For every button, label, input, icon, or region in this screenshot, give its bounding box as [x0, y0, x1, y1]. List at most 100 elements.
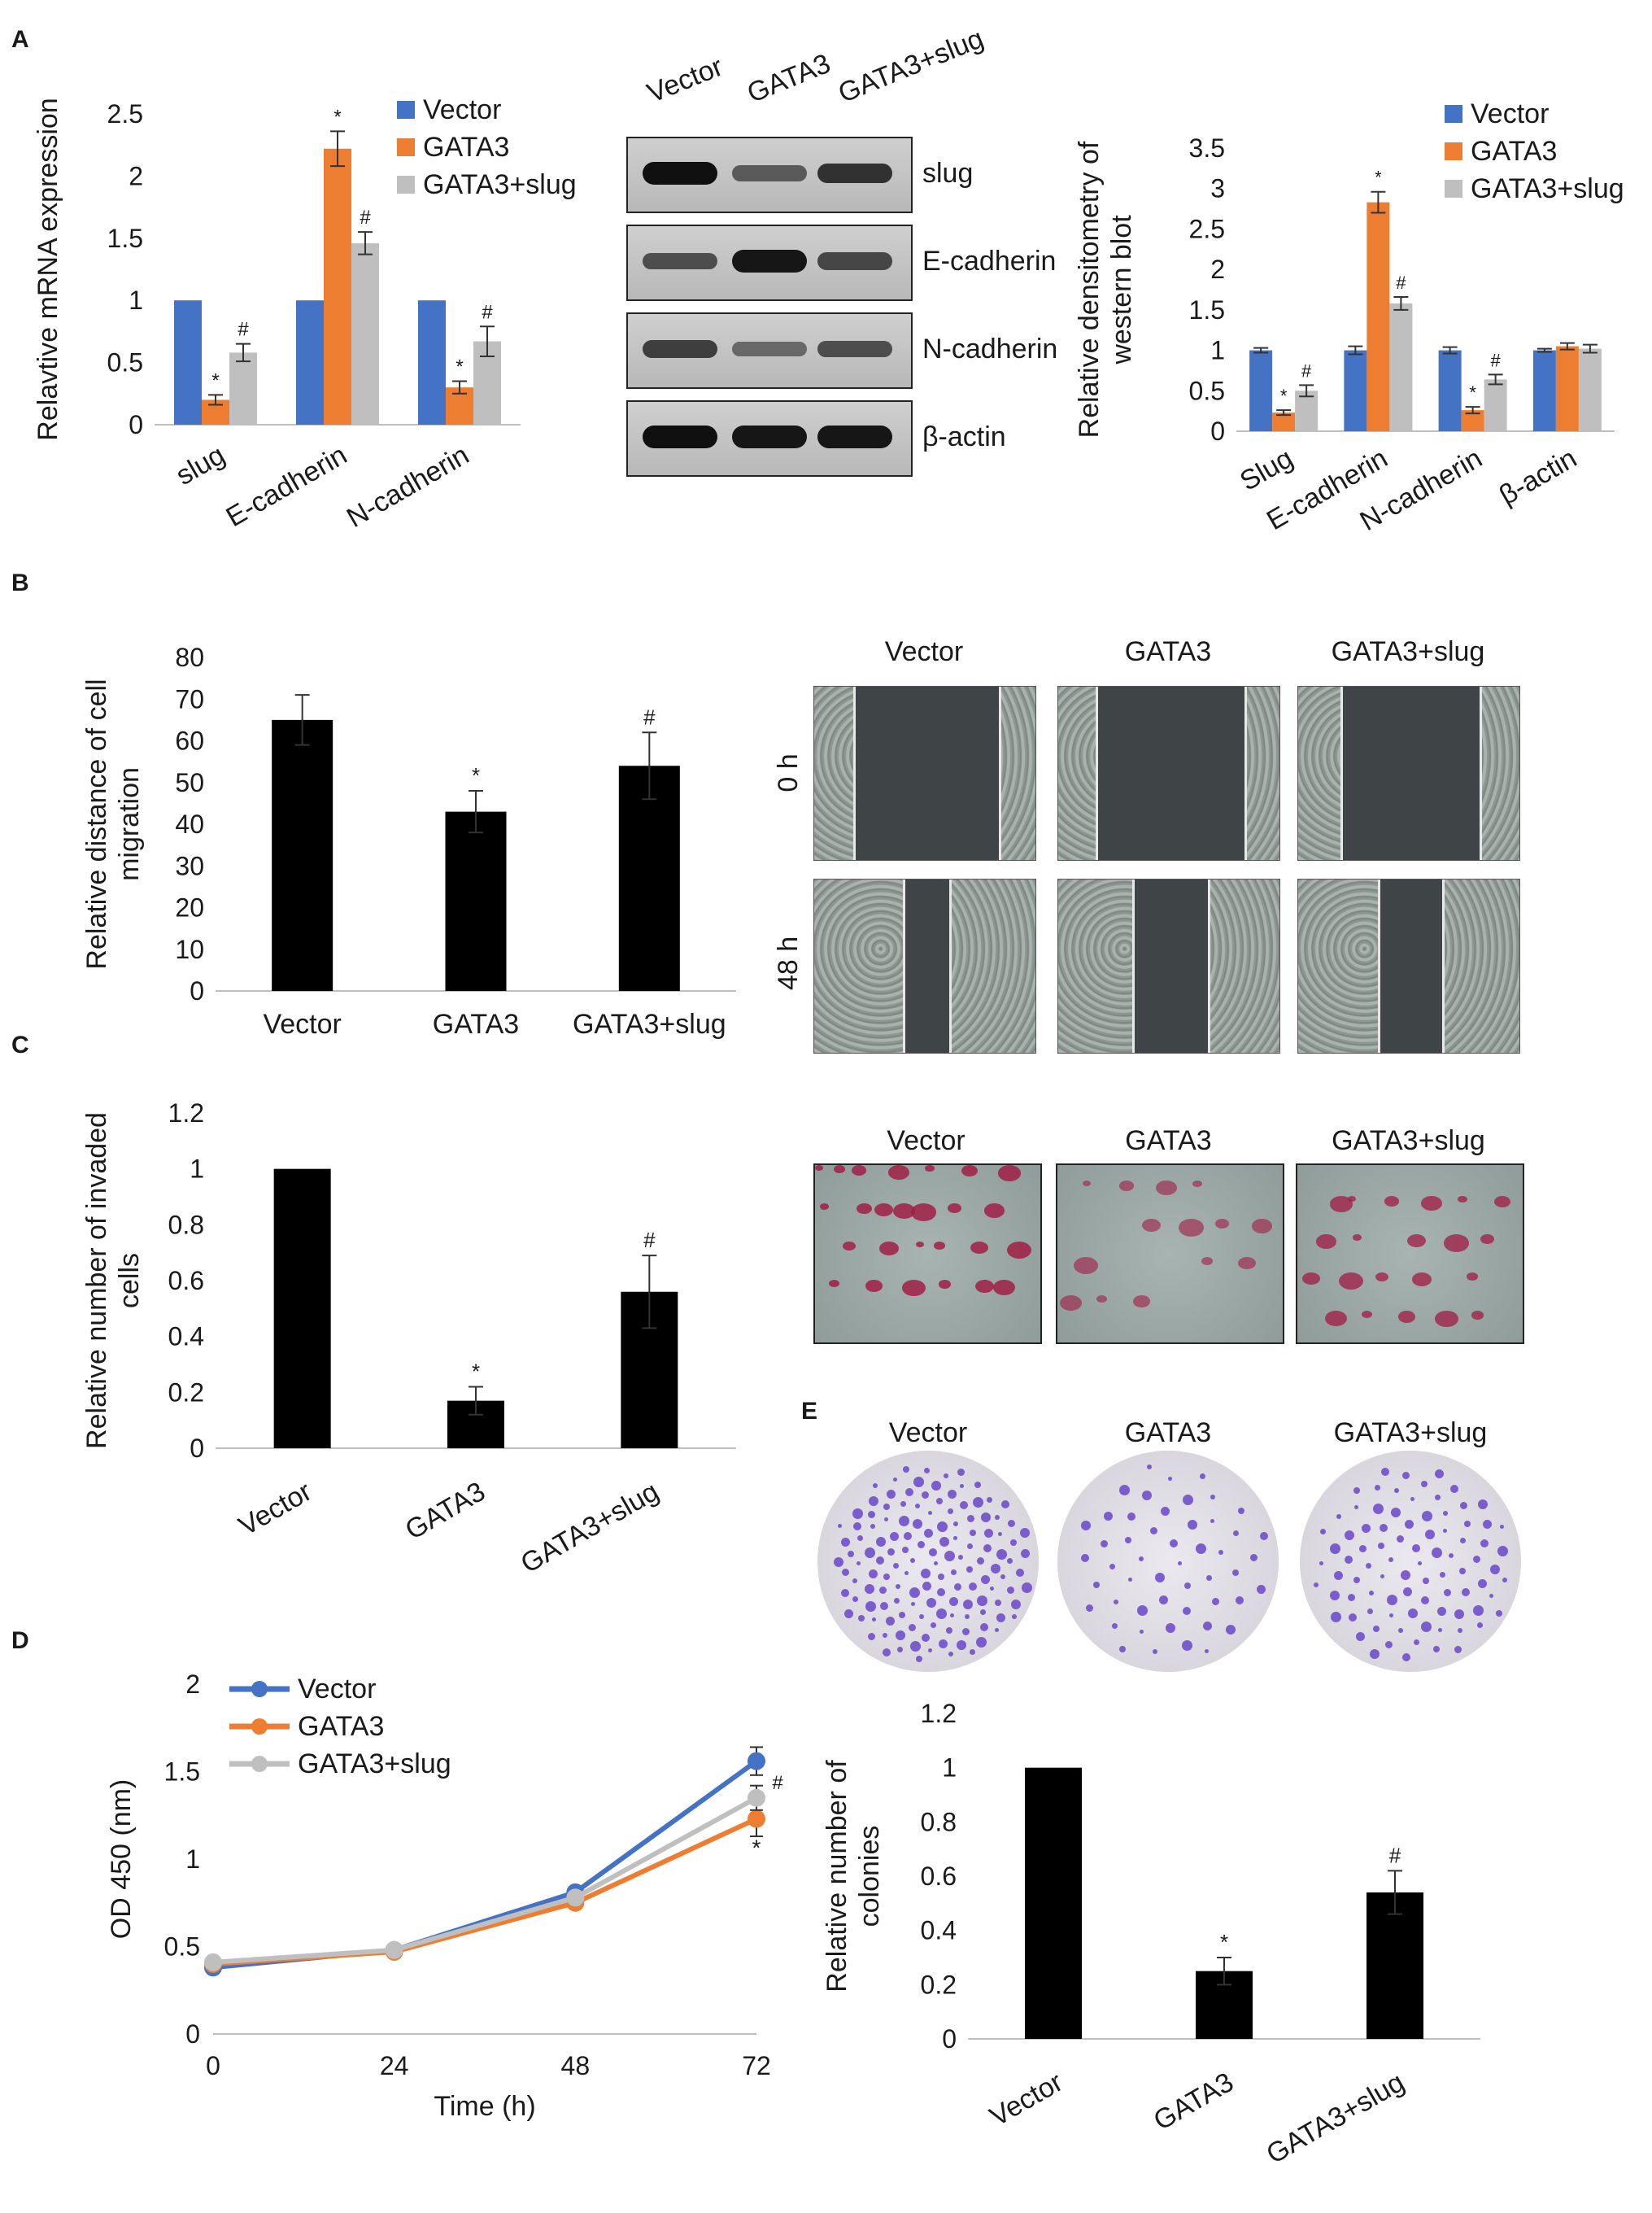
- scratch-photo: [813, 686, 1036, 861]
- blot-row-label: β-actin: [922, 421, 1006, 452]
- colony: [895, 1584, 900, 1590]
- stained-cell: [1060, 1295, 1082, 1311]
- stained-cell: [916, 1242, 924, 1247]
- stained-cell: [925, 1165, 935, 1172]
- stained-cell: [888, 1165, 909, 1181]
- timepoint-label: 0 h: [773, 753, 804, 792]
- stained-cell: [1238, 1257, 1256, 1270]
- colony: [1187, 1520, 1197, 1530]
- colony: [1161, 1506, 1170, 1516]
- colony: [1165, 1623, 1175, 1634]
- y-tick-label: 0: [1210, 417, 1225, 446]
- colony: [871, 1617, 876, 1622]
- colony: [1329, 1591, 1340, 1601]
- blot-band: [643, 339, 717, 359]
- colony: [865, 1584, 875, 1595]
- colony: [1499, 1524, 1504, 1529]
- colony: [1196, 1543, 1207, 1555]
- colony: [885, 1617, 895, 1626]
- colony: [960, 1483, 965, 1488]
- blot-column-label: GATA3+slug: [834, 23, 988, 110]
- legend-item: GATA3+slug: [397, 166, 577, 203]
- colony: [1000, 1499, 1009, 1508]
- x-axis-label: Time (h): [434, 2091, 535, 2122]
- scratch-photo: [1057, 879, 1280, 1054]
- colony: [1183, 1582, 1191, 1589]
- legend-label: Vector: [298, 1673, 377, 1704]
- blot-band: [817, 164, 892, 183]
- chart-od450: 0 0.5 1 1.5 2 0 24 48 72 OD 450 (nm) Time (h) # *: [106, 1670, 783, 2122]
- colony: [980, 1575, 990, 1585]
- colony: [1502, 1577, 1508, 1582]
- stained-cell: [1083, 1181, 1091, 1186]
- colony: [1314, 1582, 1319, 1588]
- stained-cell: [820, 1203, 829, 1210]
- blot-band: [817, 252, 892, 270]
- colony: [997, 1532, 1002, 1537]
- colony: [936, 1521, 948, 1533]
- colony: [917, 1540, 925, 1548]
- legend-swatch-vector: [1445, 105, 1462, 123]
- scratch-photo: [1297, 879, 1520, 1054]
- colony: [1377, 1542, 1384, 1549]
- colony: [995, 1628, 999, 1632]
- y-tick-label: 0: [190, 1434, 204, 1463]
- scratch-gap: [852, 687, 1002, 860]
- panel-label-a: A: [11, 26, 29, 53]
- y-tick-label: 1: [942, 1753, 957, 1783]
- colony: [1206, 1575, 1213, 1582]
- invasion-column-label: GATA3: [1125, 1125, 1212, 1156]
- colony: [879, 1601, 888, 1610]
- y-tick-label: 0.2: [921, 1970, 957, 1999]
- colony: [894, 1598, 900, 1604]
- y-axis-label: Relavtive mRNA expression: [33, 98, 63, 440]
- y-tick-label: 1: [1210, 336, 1225, 365]
- colony: [996, 1549, 1008, 1560]
- blot-band: [732, 342, 807, 356]
- colony: [1421, 1621, 1432, 1632]
- colony: [1460, 1501, 1468, 1509]
- colony: [1211, 1598, 1219, 1606]
- stained-cell: [1444, 1234, 1469, 1252]
- invasion-photo: [1296, 1163, 1524, 1344]
- x-tick-label: Vector: [263, 1009, 341, 1040]
- significance-mark: *: [472, 1359, 480, 1383]
- blot-band: [817, 340, 892, 358]
- colony: [1388, 1557, 1393, 1563]
- colony: [1369, 1649, 1380, 1660]
- colony: [1408, 1608, 1419, 1619]
- bar: [1578, 348, 1602, 431]
- panel-label-e: E: [801, 1398, 818, 1425]
- colony: [867, 1510, 875, 1518]
- colony: [876, 1556, 885, 1565]
- bar: [1272, 412, 1296, 431]
- invasion-column-label: GATA3+slug: [1332, 1125, 1485, 1156]
- significance-mark: *: [472, 763, 480, 788]
- colony: [968, 1582, 977, 1591]
- colony: [913, 1477, 924, 1488]
- legend-label: GATA3+slug: [1471, 172, 1624, 204]
- stained-cell: [975, 1280, 994, 1294]
- colony: [1459, 1567, 1467, 1574]
- y-tick-label: 0.4: [921, 1916, 957, 1945]
- colony: [852, 1522, 861, 1531]
- colony: [883, 1573, 890, 1580]
- y-axis-label: Relative number of invaded: [81, 1112, 112, 1449]
- stained-cell: [857, 1203, 872, 1215]
- stained-cell: [1252, 1219, 1272, 1233]
- stained-cell: [893, 1203, 915, 1219]
- stained-cell: [1348, 1196, 1356, 1202]
- colony: [1402, 1471, 1410, 1479]
- colony: [876, 1537, 887, 1547]
- bar: [1295, 391, 1319, 431]
- colony: [883, 1648, 891, 1657]
- legend-item: GATA3: [397, 129, 577, 166]
- legend-swatch-gata3-slug: [1445, 180, 1462, 198]
- colony: [980, 1608, 987, 1615]
- x-tick-label: GATA3: [400, 1476, 490, 1546]
- legend-label: Vector: [423, 94, 502, 125]
- stained-cell: [1407, 1234, 1426, 1248]
- x-tick-label: 0: [206, 2051, 220, 2080]
- colony: [1022, 1582, 1033, 1593]
- colony: [1256, 1585, 1266, 1595]
